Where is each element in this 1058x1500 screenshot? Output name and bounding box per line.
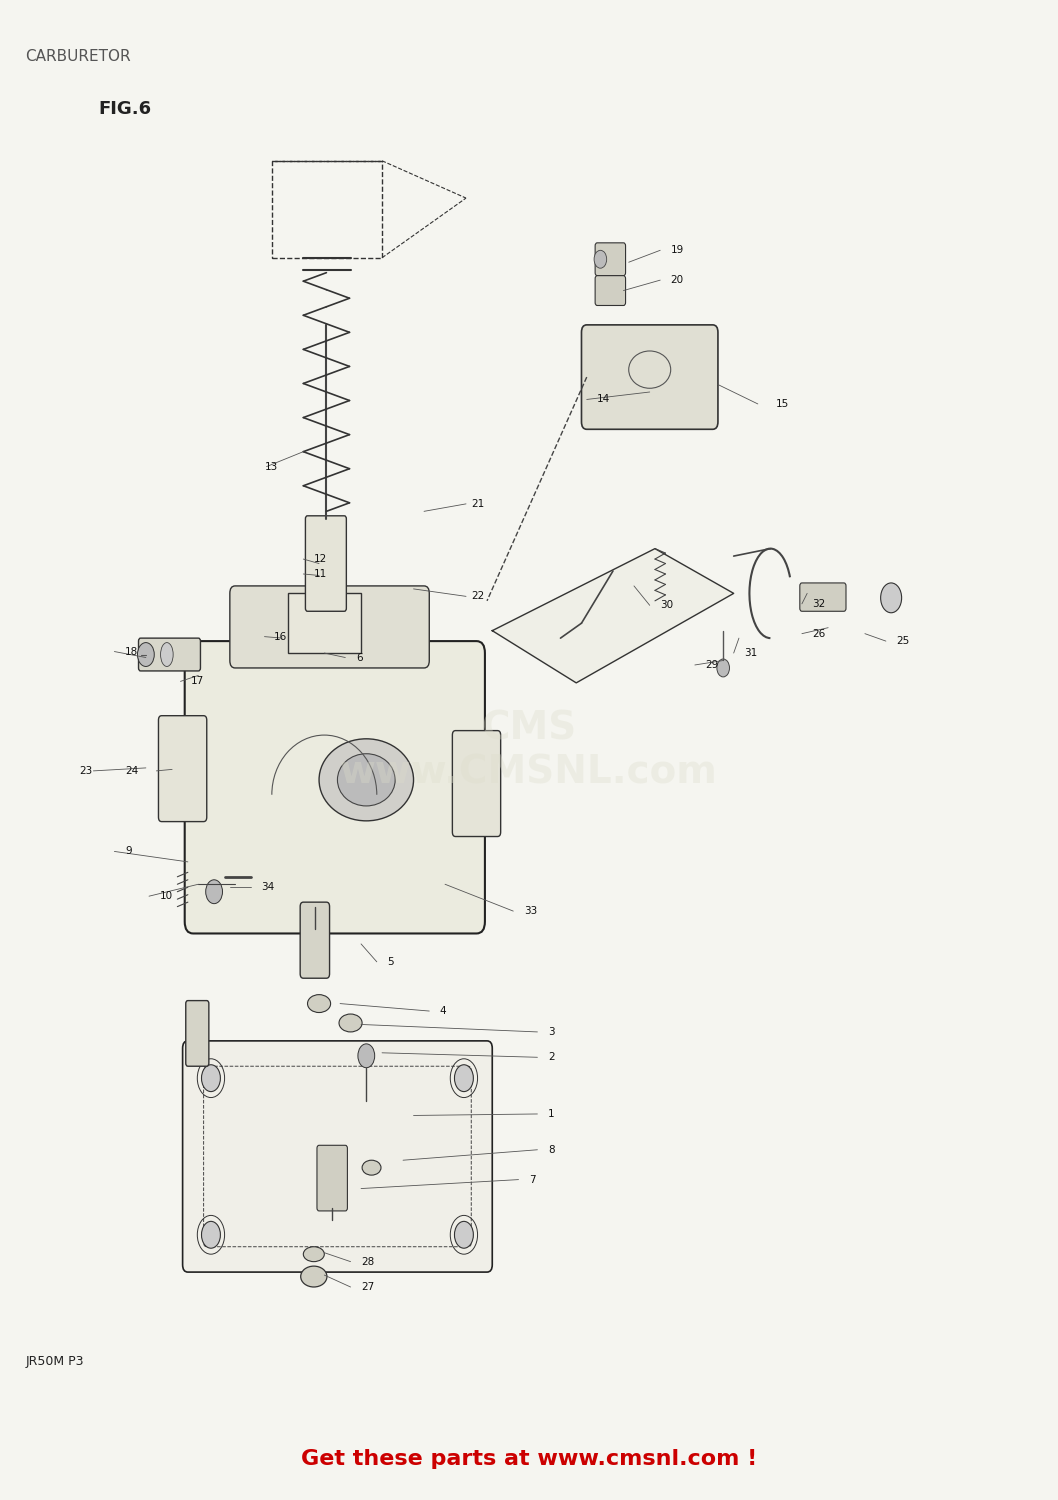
Text: 15: 15 bbox=[776, 399, 789, 410]
Circle shape bbox=[138, 642, 154, 666]
Text: 28: 28 bbox=[361, 1257, 375, 1266]
Bar bbox=[288, 594, 361, 652]
Ellipse shape bbox=[308, 994, 330, 1012]
Text: 17: 17 bbox=[191, 676, 204, 687]
Text: 33: 33 bbox=[524, 906, 537, 916]
Ellipse shape bbox=[320, 740, 414, 821]
Ellipse shape bbox=[304, 1246, 325, 1262]
Text: 31: 31 bbox=[744, 648, 758, 658]
Text: 27: 27 bbox=[361, 1282, 375, 1292]
FancyBboxPatch shape bbox=[596, 243, 625, 276]
Text: 6: 6 bbox=[355, 652, 363, 663]
Text: 20: 20 bbox=[671, 274, 683, 285]
Circle shape bbox=[201, 1065, 220, 1092]
Text: 8: 8 bbox=[548, 1144, 554, 1155]
FancyBboxPatch shape bbox=[300, 902, 329, 978]
FancyBboxPatch shape bbox=[230, 586, 430, 668]
Text: 7: 7 bbox=[529, 1174, 535, 1185]
Text: 25: 25 bbox=[896, 636, 910, 646]
Text: 18: 18 bbox=[125, 646, 139, 657]
FancyBboxPatch shape bbox=[306, 516, 346, 612]
FancyBboxPatch shape bbox=[453, 730, 500, 837]
FancyBboxPatch shape bbox=[582, 326, 718, 429]
Text: 21: 21 bbox=[471, 500, 485, 508]
Text: CARBURETOR: CARBURETOR bbox=[25, 50, 131, 64]
Text: 9: 9 bbox=[125, 846, 131, 856]
FancyBboxPatch shape bbox=[183, 1041, 492, 1272]
Circle shape bbox=[358, 1044, 375, 1068]
Text: 12: 12 bbox=[314, 554, 327, 564]
Text: 19: 19 bbox=[671, 246, 683, 255]
Text: 29: 29 bbox=[706, 660, 718, 670]
FancyBboxPatch shape bbox=[317, 1146, 347, 1210]
Text: 16: 16 bbox=[274, 632, 287, 642]
Text: 1: 1 bbox=[548, 1108, 554, 1119]
Text: Get these parts at www.cmsnl.com !: Get these parts at www.cmsnl.com ! bbox=[300, 1449, 758, 1468]
Text: 14: 14 bbox=[597, 394, 610, 405]
Circle shape bbox=[595, 251, 606, 268]
FancyBboxPatch shape bbox=[185, 640, 485, 933]
FancyBboxPatch shape bbox=[139, 638, 200, 670]
Text: 2: 2 bbox=[548, 1053, 554, 1062]
Bar bbox=[272, 160, 382, 258]
Ellipse shape bbox=[339, 1014, 362, 1032]
Text: 11: 11 bbox=[314, 568, 327, 579]
Circle shape bbox=[205, 880, 222, 903]
FancyBboxPatch shape bbox=[596, 276, 625, 306]
Text: 34: 34 bbox=[261, 882, 275, 892]
Text: 32: 32 bbox=[813, 598, 825, 609]
Text: 13: 13 bbox=[264, 462, 278, 471]
Text: FIG.6: FIG.6 bbox=[98, 99, 151, 117]
Text: 23: 23 bbox=[79, 766, 93, 776]
Text: 10: 10 bbox=[160, 891, 172, 902]
FancyBboxPatch shape bbox=[186, 1000, 208, 1066]
Circle shape bbox=[880, 584, 901, 614]
Text: 3: 3 bbox=[548, 1028, 554, 1036]
Text: JR50M P3: JR50M P3 bbox=[25, 1354, 84, 1368]
Polygon shape bbox=[492, 549, 733, 682]
Ellipse shape bbox=[338, 753, 396, 806]
Text: 5: 5 bbox=[387, 957, 394, 968]
Text: 4: 4 bbox=[440, 1007, 446, 1016]
Circle shape bbox=[717, 658, 729, 676]
Circle shape bbox=[201, 1221, 220, 1248]
Ellipse shape bbox=[362, 1160, 381, 1174]
Text: 30: 30 bbox=[660, 600, 673, 610]
Ellipse shape bbox=[161, 642, 174, 666]
Ellipse shape bbox=[300, 1266, 327, 1287]
FancyBboxPatch shape bbox=[159, 716, 206, 822]
Text: 24: 24 bbox=[125, 766, 139, 776]
Text: 26: 26 bbox=[813, 628, 825, 639]
FancyBboxPatch shape bbox=[800, 584, 846, 612]
Text: CMS
www.CMSNL.com: CMS www.CMSNL.com bbox=[340, 710, 718, 791]
Circle shape bbox=[455, 1221, 473, 1248]
Circle shape bbox=[455, 1065, 473, 1092]
Text: 22: 22 bbox=[471, 591, 485, 602]
